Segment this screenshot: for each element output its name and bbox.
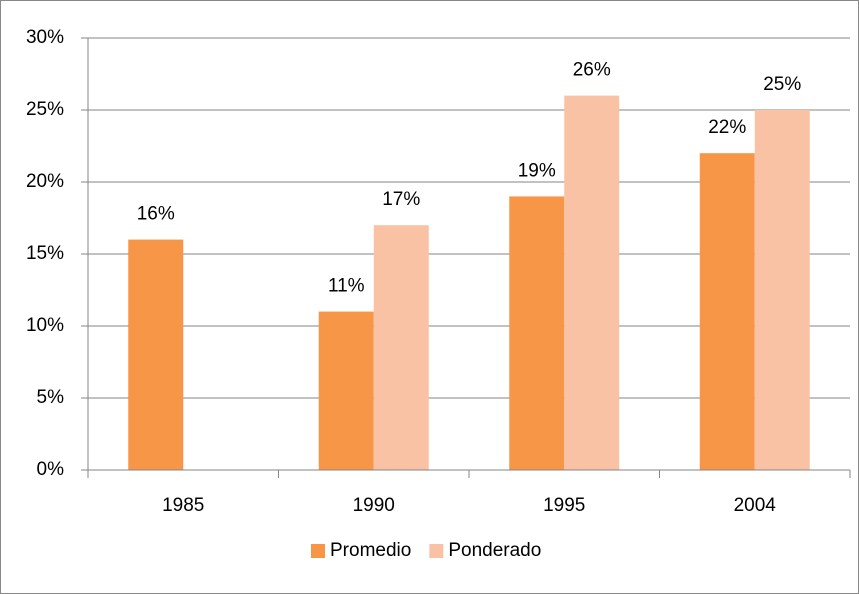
data-label: 17%	[382, 189, 420, 210]
data-label: 11%	[328, 276, 365, 297]
y-tick-label: 10%	[26, 315, 64, 336]
bar	[754, 110, 810, 470]
data-label: 22%	[708, 117, 746, 138]
y-tick-label: 30%	[26, 27, 64, 48]
legend-swatch	[311, 544, 325, 558]
legend-label: Promedio	[330, 540, 411, 561]
x-tick-label: 1985	[162, 495, 204, 516]
legend-label: Ponderado	[448, 540, 541, 561]
data-label: 25%	[763, 74, 801, 95]
y-tick-label: 20%	[26, 171, 64, 192]
data-label: 26%	[573, 60, 611, 81]
y-tick-label: 15%	[26, 243, 64, 264]
bar	[128, 239, 184, 470]
y-tick-label: 25%	[26, 99, 64, 120]
y-tick-label: 5%	[37, 387, 65, 408]
bar	[318, 311, 374, 470]
bar	[564, 95, 620, 470]
bar	[509, 196, 565, 470]
x-tick-label: 2004	[734, 495, 777, 516]
legend-swatch	[429, 544, 444, 558]
data-label: 16%	[137, 204, 175, 225]
x-tick-label: 1990	[353, 495, 395, 516]
y-tick-label: 0%	[37, 459, 65, 480]
bar	[373, 225, 429, 470]
data-label: 19%	[518, 160, 556, 181]
x-tick-label: 1995	[543, 495, 585, 516]
bar	[699, 153, 755, 470]
